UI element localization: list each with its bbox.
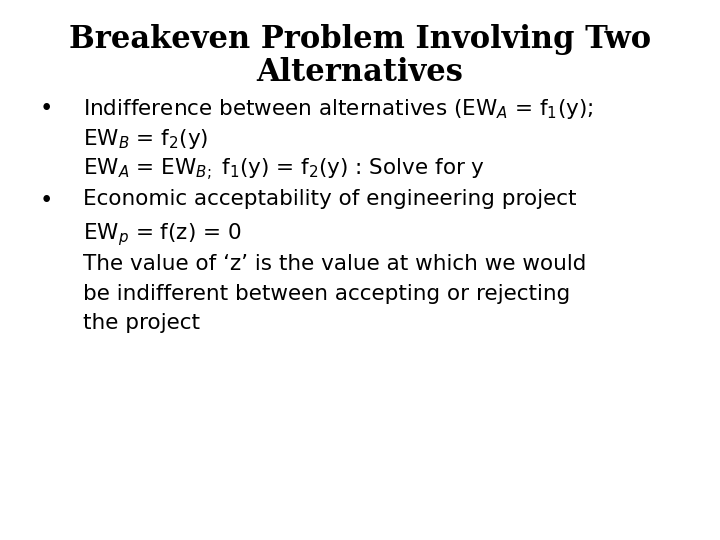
Text: Alternatives: Alternatives <box>256 57 464 87</box>
Text: EW$_B$ = f$_2$(y): EW$_B$ = f$_2$(y) <box>83 127 208 151</box>
Text: EW$_A$ = EW$_{B;}$ f$_1$(y) = f$_2$(y) : Solve for y: EW$_A$ = EW$_{B;}$ f$_1$(y) = f$_2$(y) :… <box>83 157 485 183</box>
Text: be indifferent between accepting or rejecting: be indifferent between accepting or reje… <box>83 284 570 303</box>
Text: the project: the project <box>83 313 200 333</box>
Text: Breakeven Problem Involving Two: Breakeven Problem Involving Two <box>69 24 651 55</box>
Text: •: • <box>40 189 53 212</box>
Text: •: • <box>40 97 53 120</box>
Text: Economic acceptability of engineering project: Economic acceptability of engineering pr… <box>83 189 576 209</box>
Text: EW$_p$ = f(z) = 0: EW$_p$ = f(z) = 0 <box>83 221 241 248</box>
Text: The value of ‘z’ is the value at which we would: The value of ‘z’ is the value at which w… <box>83 254 586 274</box>
Text: Indifference between alternatives (EW$_A$ = f$_1$(y);: Indifference between alternatives (EW$_A… <box>83 97 593 121</box>
